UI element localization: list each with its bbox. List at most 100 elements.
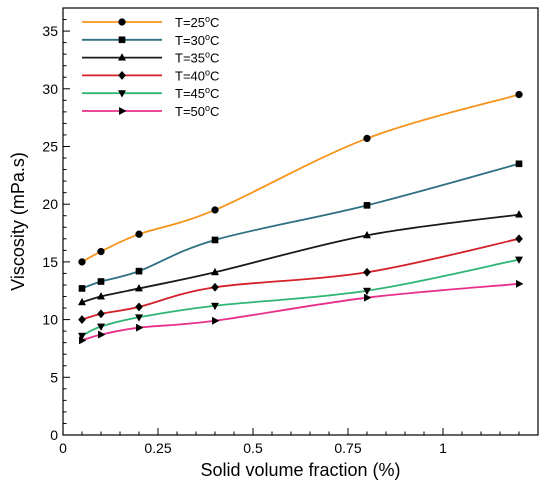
x-axis-label: Solid volume fraction (%): [200, 460, 400, 480]
data-point: [364, 293, 372, 302]
data-point: [515, 234, 523, 244]
legend-name: T=50: [175, 104, 205, 119]
legend-unit: C: [210, 86, 219, 101]
series-5: [79, 279, 524, 345]
x-tick-label: 0.25: [144, 440, 171, 456]
series-1: [78, 160, 523, 292]
series-line: [81, 162, 520, 290]
data-point: [362, 230, 372, 239]
data-point: [514, 256, 524, 265]
x-tick-label: 1: [439, 440, 447, 456]
series-line: [81, 282, 520, 342]
series-line: [81, 258, 520, 337]
legend-label: T=50oC: [175, 103, 219, 119]
y-tick-label: 30: [42, 81, 58, 97]
data-point: [134, 314, 144, 322]
series-line: [81, 93, 520, 263]
legend-unit: C: [210, 15, 219, 30]
y-tick-label: 0: [50, 427, 58, 443]
x-tick-label: 0.5: [243, 440, 263, 456]
data-point: [97, 278, 105, 285]
legend-label: T=25oC: [175, 14, 219, 30]
data-point: [363, 267, 371, 277]
data-point: [516, 279, 524, 288]
data-point: [363, 134, 371, 143]
data-point: [363, 202, 371, 209]
data-point: [77, 297, 87, 306]
legend-label: T=45oC: [175, 85, 219, 101]
data-point: [211, 282, 219, 292]
legend-entry: T=35oC: [82, 50, 219, 66]
legend-marker: [117, 53, 127, 61]
data-point: [211, 236, 219, 244]
data-point: [210, 267, 220, 276]
legend-name: T=45: [175, 86, 205, 101]
y-tick-label: 15: [42, 254, 58, 270]
legend-degree: o: [205, 103, 210, 113]
x-tick-label: 0.75: [334, 440, 361, 456]
legend-degree: o: [205, 14, 210, 24]
legend-degree: o: [205, 50, 210, 60]
data-point: [97, 247, 105, 256]
legend-label: T=40oC: [175, 67, 219, 83]
legend-label: T=35oC: [175, 50, 219, 66]
legend-name: T=25: [175, 15, 205, 30]
series-4: [77, 256, 524, 341]
data-point: [96, 292, 106, 300]
y-tick-label: 10: [42, 312, 58, 328]
plot-frame: [62, 7, 539, 436]
data-point: [515, 160, 523, 168]
legend-name: T=35: [175, 51, 205, 66]
legend-marker: [118, 18, 126, 26]
data-point: [212, 316, 220, 325]
data-point: [515, 90, 523, 99]
legend-marker: [119, 106, 127, 116]
y-tick-label: 5: [50, 369, 58, 385]
legend-marker: [118, 36, 126, 44]
data-point: [135, 302, 143, 312]
legend-name: T=40: [175, 68, 205, 83]
legend-unit: C: [210, 68, 219, 83]
legend-unit: C: [210, 33, 219, 48]
legend-degree: o: [205, 85, 210, 95]
data-point: [136, 323, 144, 332]
data-point: [98, 330, 106, 339]
x-tick-label: 0: [59, 440, 67, 456]
data-point: [210, 302, 220, 311]
legend-entry: T=40oC: [82, 67, 219, 83]
legend-marker: [117, 90, 127, 98]
data-point: [514, 210, 524, 218]
data-point: [79, 336, 87, 345]
legend-name: T=30: [175, 33, 205, 48]
legend-degree: o: [205, 67, 210, 77]
data-point: [211, 206, 219, 214]
data-point: [77, 332, 87, 341]
legend-entry: T=25oC: [82, 14, 219, 30]
legend-label: T=30oC: [175, 32, 219, 48]
data-point: [134, 283, 144, 292]
legend-degree: o: [205, 32, 210, 42]
data-point: [78, 285, 86, 292]
y-tick-label: 35: [42, 23, 58, 39]
series-3: [78, 234, 523, 325]
legend-entry: T=50oC: [82, 103, 219, 119]
legend-entry: T=45oC: [82, 85, 219, 101]
legend-marker: [118, 70, 126, 80]
legend-entry: T=30oC: [82, 32, 219, 48]
legend-unit: C: [210, 51, 219, 66]
plot-area: [77, 90, 524, 345]
legend-unit: C: [210, 104, 219, 119]
y-tick-label: 20: [42, 196, 58, 212]
series-0: [78, 90, 523, 266]
y-axis-label: Viscosity (mPa.s): [8, 152, 28, 291]
data-point: [78, 315, 86, 325]
data-point: [96, 323, 106, 332]
data-point: [78, 258, 86, 266]
data-point: [135, 230, 143, 238]
y-tick-label: 25: [42, 138, 58, 154]
series-2: [77, 210, 524, 306]
data-point: [97, 309, 105, 319]
